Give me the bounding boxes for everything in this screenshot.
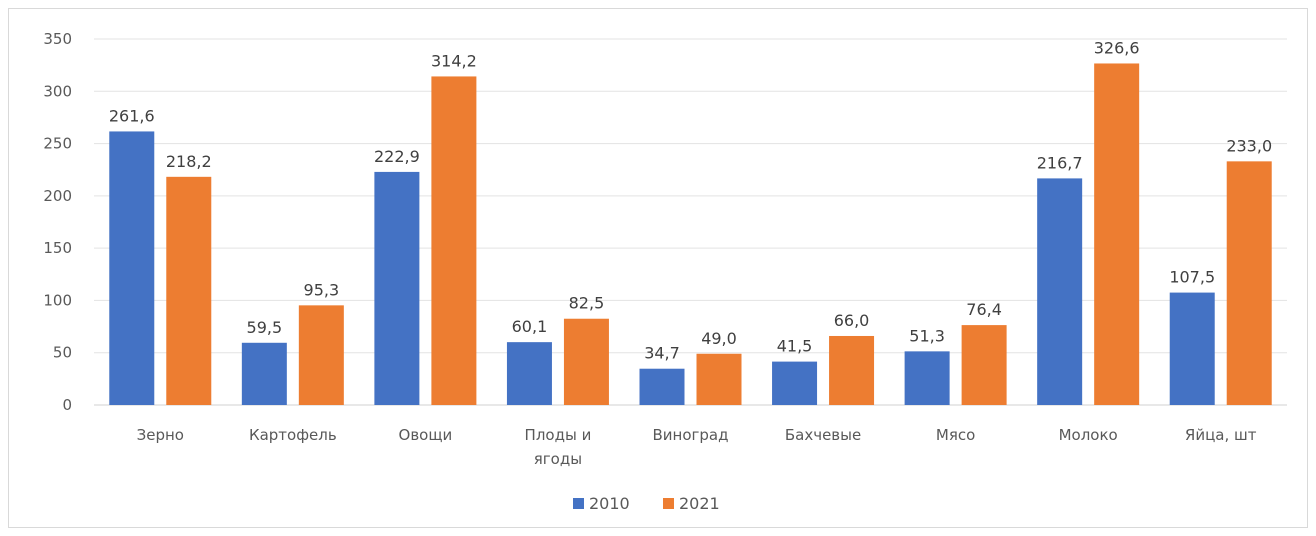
data-label-2021: 95,3 — [304, 280, 340, 299]
data-label-2021: 76,4 — [966, 300, 1002, 319]
data-label-2021: 66,0 — [834, 311, 870, 330]
data-label-2021: 326,6 — [1094, 38, 1140, 57]
y-tick-label: 350 — [43, 30, 72, 48]
y-tick-label: 50 — [53, 344, 72, 362]
x-category-label: Овощи — [399, 426, 453, 444]
chart-frame: 0 50 100 150 200 250 300 350 261,6 218,2 59,5 95,3… — [8, 8, 1308, 528]
x-category-label: Картофель — [249, 426, 337, 444]
y-tick-label: 0 — [62, 396, 72, 414]
bar-2010 — [1037, 178, 1083, 405]
legend-swatch-2010 — [573, 498, 584, 509]
data-label-2010: 51,3 — [909, 326, 945, 345]
data-label-2010: 59,5 — [247, 318, 283, 337]
data-label-2010: 41,5 — [777, 337, 813, 356]
y-tick-label: 200 — [43, 187, 72, 205]
legend: 2010 2021 — [573, 494, 720, 513]
x-category-label: Виноград — [653, 426, 729, 444]
bar-2010 — [374, 171, 420, 405]
x-category-label: ягоды — [534, 450, 582, 468]
bar-2010 — [772, 361, 818, 405]
x-category-label: Бахчевые — [785, 426, 861, 444]
legend-label-2021: 2021 — [679, 494, 720, 513]
bar-2021 — [696, 353, 742, 405]
bar-2021 — [563, 318, 609, 405]
bars — [109, 63, 1272, 405]
data-labels: 261,6 218,2 59,5 95,3 222,9 314,2 60,1 82,5 34,7… — [109, 38, 1272, 362]
data-label-2010: 107,5 — [1169, 268, 1215, 287]
bar-2010 — [109, 131, 155, 405]
data-label-2010: 261,6 — [109, 106, 155, 125]
bar-2010 — [639, 368, 685, 405]
bar-chart: 0 50 100 150 200 250 300 350 261,6 218,2 59,5 95,3… — [43, 30, 1287, 513]
x-axis: Зерно Картофель Овощи Плоды и ягоды Виноград Б… — [137, 426, 1257, 468]
y-axis-ticks: 0 50 100 150 200 250 300 350 — [43, 30, 72, 414]
bar-2021 — [1094, 63, 1140, 405]
y-tick-label: 100 — [43, 291, 72, 309]
bar-2021 — [431, 76, 477, 405]
gridlines — [94, 38, 1287, 406]
data-label-2010: 34,7 — [644, 344, 680, 363]
data-label-2021: 218,2 — [166, 152, 212, 171]
bar-2010 — [241, 342, 287, 405]
bar-2010 — [506, 342, 552, 405]
bar-2010 — [904, 351, 950, 405]
legend-swatch-2021 — [663, 498, 674, 509]
data-label-2010: 216,7 — [1037, 153, 1083, 172]
x-category-label: Мясо — [936, 426, 975, 444]
y-tick-label: 150 — [43, 239, 72, 257]
data-label-2021: 233,0 — [1226, 136, 1272, 155]
bar-2010 — [1169, 292, 1215, 405]
legend-label-2010: 2010 — [589, 494, 630, 513]
x-category-label: Молоко — [1059, 426, 1118, 444]
x-category-label: Плоды и — [525, 426, 592, 444]
bar-2021 — [829, 335, 875, 405]
bar-2021 — [166, 176, 212, 405]
data-label-2021: 314,2 — [431, 51, 477, 70]
bar-2021 — [1226, 161, 1272, 405]
x-category-label: Зерно — [137, 426, 184, 444]
data-label-2010: 60,1 — [512, 317, 548, 336]
data-label-2021: 49,0 — [701, 329, 737, 348]
bar-2021 — [961, 325, 1007, 405]
x-category-label: Яйца, шт — [1185, 426, 1257, 444]
data-label-2021: 82,5 — [569, 294, 605, 313]
bar-2021 — [298, 305, 344, 405]
y-tick-label: 250 — [43, 135, 72, 153]
y-tick-label: 300 — [43, 82, 72, 100]
data-label-2010: 222,9 — [374, 147, 420, 166]
